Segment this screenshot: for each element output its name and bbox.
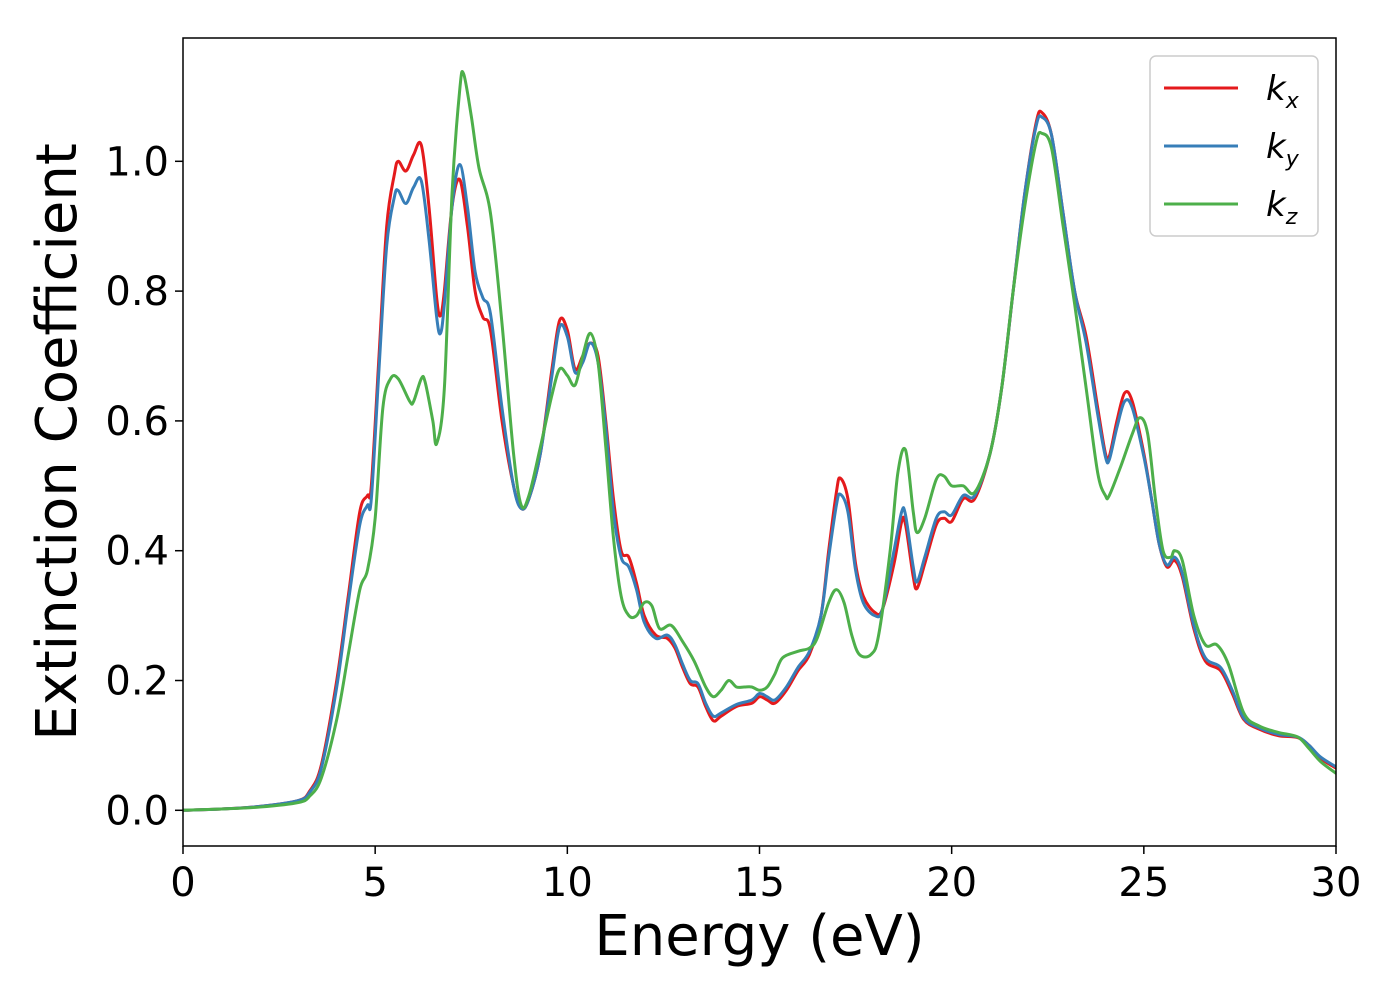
series-line-k-z — [183, 70, 1336, 812]
x-axis-label: Energy (eV) — [594, 904, 924, 969]
x-tick-label: 10 — [542, 860, 593, 906]
series-line-k-y — [183, 114, 1336, 812]
x-tick-label: 15 — [734, 860, 785, 906]
y-tick-label: 0.0 — [105, 788, 169, 834]
y-axis-ticks: 0.0 0.2 0.4 0.6 0.8 1.0 — [105, 139, 183, 834]
x-tick-label: 25 — [1118, 860, 1169, 906]
legend-label: kx — [1266, 69, 1300, 114]
legend-label: kz — [1266, 185, 1298, 230]
x-tick-label: 0 — [170, 860, 195, 906]
y-tick-label: 0.2 — [105, 659, 169, 705]
x-tick-label: 30 — [1311, 860, 1362, 906]
x-axis-ticks: 0 5 10 15 20 25 30 — [170, 846, 1361, 906]
y-tick-label: 0.4 — [105, 529, 169, 575]
x-tick-label: 20 — [926, 860, 977, 906]
y-tick-label: 0.8 — [105, 269, 169, 315]
legend-label: ky — [1266, 127, 1300, 172]
series-layer — [183, 70, 1336, 812]
x-tick-label: 5 — [362, 860, 387, 906]
y-axis-label: Extinction Coefficient — [25, 143, 90, 741]
y-tick-label: 0.6 — [105, 399, 169, 445]
y-tick-label: 1.0 — [105, 139, 169, 185]
legend: kx ky kz — [1149, 55, 1319, 237]
